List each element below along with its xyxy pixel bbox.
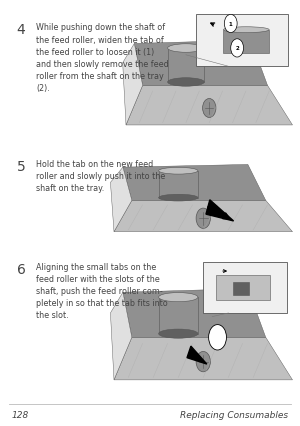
FancyBboxPatch shape xyxy=(203,262,287,313)
Text: 128: 128 xyxy=(12,409,29,419)
Ellipse shape xyxy=(159,168,198,175)
Bar xyxy=(159,297,198,334)
Polygon shape xyxy=(187,346,207,364)
Text: 6: 6 xyxy=(16,262,26,276)
Polygon shape xyxy=(110,168,132,232)
Ellipse shape xyxy=(168,78,204,87)
Circle shape xyxy=(224,15,237,34)
Circle shape xyxy=(196,209,210,229)
Polygon shape xyxy=(114,201,292,232)
Polygon shape xyxy=(114,337,292,380)
Polygon shape xyxy=(110,293,132,380)
Text: Replacing Consumables: Replacing Consumables xyxy=(180,409,288,419)
Bar xyxy=(159,171,198,198)
Polygon shape xyxy=(126,86,292,126)
Polygon shape xyxy=(123,289,266,337)
Circle shape xyxy=(196,351,210,372)
Ellipse shape xyxy=(224,28,269,34)
Ellipse shape xyxy=(159,293,198,302)
Circle shape xyxy=(231,40,244,58)
Bar xyxy=(224,31,269,54)
Ellipse shape xyxy=(168,45,204,53)
Text: 2: 2 xyxy=(235,46,239,51)
Bar xyxy=(216,275,270,300)
Bar xyxy=(168,49,204,83)
FancyBboxPatch shape xyxy=(196,15,287,67)
Text: Aligning the small tabs on the
feed roller with the slots of the
shaft, push the: Aligning the small tabs on the feed roll… xyxy=(36,262,168,320)
Text: 5: 5 xyxy=(16,160,25,174)
Text: While pushing down the shaft of
the feed roller, widen the tab of
the feed rolle: While pushing down the shaft of the feed… xyxy=(36,23,169,93)
Ellipse shape xyxy=(159,195,198,201)
Text: Hold the tab on the new feed
roller and slowly push it into the
shaft on the tra: Hold the tab on the new feed roller and … xyxy=(36,160,165,193)
Circle shape xyxy=(202,99,216,118)
Text: 1: 1 xyxy=(229,22,232,27)
Circle shape xyxy=(208,325,226,350)
Polygon shape xyxy=(123,165,266,201)
Ellipse shape xyxy=(159,329,198,338)
Bar xyxy=(232,282,249,295)
Polygon shape xyxy=(206,200,234,222)
Polygon shape xyxy=(134,41,268,86)
Text: 4: 4 xyxy=(16,23,25,37)
Polygon shape xyxy=(123,44,143,126)
